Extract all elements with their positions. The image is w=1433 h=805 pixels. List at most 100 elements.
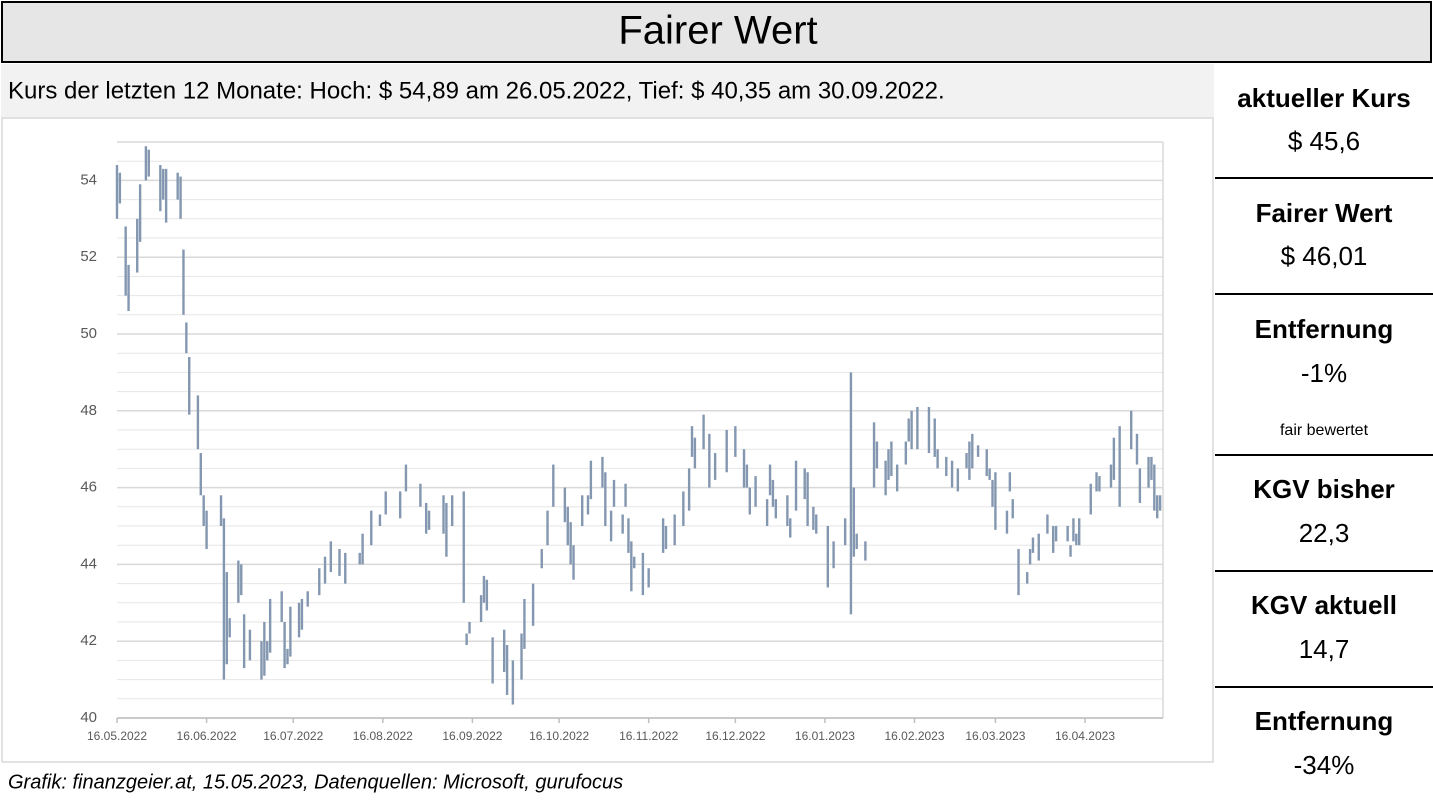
hilo-bar	[887, 449, 890, 480]
hilo-bar	[1054, 526, 1058, 542]
hilo-bar	[927, 406, 931, 454]
hilo-bar	[872, 422, 876, 488]
y-tick-label: 46	[80, 479, 97, 496]
hilo-bar	[985, 449, 988, 477]
hilo-bar	[384, 491, 387, 515]
hilo-bar	[806, 472, 809, 526]
x-tick-label: 16.02.2023	[884, 729, 944, 743]
hilo-bar	[971, 433, 974, 469]
hilo-bar	[1112, 437, 1116, 480]
hilo-bar	[147, 149, 150, 177]
hilo-bar	[734, 426, 737, 457]
hilo-bar	[789, 518, 792, 538]
hilo-bar	[826, 526, 830, 588]
hilo-bar	[994, 472, 997, 530]
hilo-bar	[361, 533, 364, 565]
x-tick-label: 16.01.2023	[795, 729, 855, 743]
hilo-bar	[552, 464, 555, 507]
x-tick-label: 16.12.2022	[705, 729, 765, 743]
hilo-bar	[1066, 526, 1069, 542]
hilo-bar	[1158, 495, 1162, 511]
hilo-bar	[531, 583, 535, 626]
hilo-bar	[708, 433, 711, 488]
hilo-bar	[370, 510, 373, 546]
hilo-bar	[661, 518, 665, 553]
hilo-bar	[910, 410, 913, 450]
y-tick-label: 48	[80, 402, 97, 419]
hilo-bar	[404, 464, 408, 492]
hilo-bar	[260, 641, 263, 680]
hilo-bar	[1147, 456, 1150, 488]
hilo-bar	[1069, 545, 1072, 557]
hilo-bar	[468, 622, 471, 634]
hilo-bar	[237, 560, 240, 603]
hilo-bar	[159, 165, 162, 212]
title-box	[1, 1, 1432, 63]
hilo-bar	[612, 479, 616, 507]
hilo-bar	[682, 491, 685, 526]
hilo-bar	[745, 464, 749, 488]
hilo-bar	[225, 572, 229, 665]
hilo-bar	[450, 495, 454, 526]
hilo-bar	[196, 395, 200, 450]
hilo-bar	[162, 168, 165, 200]
hilo-bar	[687, 468, 691, 511]
hilo-bar	[815, 514, 818, 534]
hilo-bar	[540, 549, 543, 569]
hilo-bar	[895, 464, 899, 492]
hilo-bar	[950, 460, 954, 488]
hilo-bar	[765, 499, 769, 526]
hilo-bar	[843, 518, 847, 546]
hilo-bar	[283, 622, 286, 669]
hilo-bar	[786, 495, 789, 526]
hilo-bar	[702, 414, 705, 450]
hilo-bar	[855, 533, 858, 550]
hilo-bar	[1037, 533, 1040, 561]
y-tick-label: 44	[80, 555, 97, 572]
figure-label: Entfernung	[1255, 706, 1394, 736]
hilo-bar	[338, 549, 341, 576]
hilo-bar	[633, 556, 636, 569]
plot-area: 40 42 44 46 48 50 52 54 16.05.2022 16.06.2022 16.0…	[80, 141, 1164, 743]
figure-value: -34%	[1294, 750, 1355, 780]
hilo-bar	[205, 510, 208, 550]
hilo-bar	[1135, 433, 1139, 465]
x-tick-label: 16.09.2022	[442, 729, 502, 743]
hilo-bar	[627, 518, 630, 553]
figure-label: KGV aktuell	[1251, 590, 1397, 620]
hilo-bar	[482, 575, 486, 603]
hilo-bar	[771, 479, 775, 507]
hilo-bar	[185, 322, 188, 354]
x-tick-label: 16.05.2022	[87, 729, 147, 743]
hilo-bar	[523, 598, 526, 649]
hilo-bar	[774, 499, 778, 519]
hilo-bar	[754, 476, 757, 507]
hilo-bar	[936, 449, 939, 469]
hilo-bar	[566, 506, 569, 546]
hilo-bar	[115, 165, 119, 219]
chart-frame	[1, 117, 1214, 763]
hilo-bar	[768, 464, 772, 496]
hilo-bar	[713, 453, 717, 480]
hilo-bar	[297, 602, 301, 638]
hilo-bar	[424, 502, 428, 534]
hilo-bar	[907, 418, 910, 442]
hilo-bar	[569, 522, 572, 565]
hilo-bar	[462, 491, 465, 603]
hilo-bar	[505, 645, 509, 695]
hilo-bar	[1138, 468, 1142, 503]
hilo-bar	[1078, 518, 1081, 546]
hilo-bar	[1150, 456, 1153, 480]
hilo-bar	[1005, 510, 1009, 534]
figure-value: $ 46,01	[1281, 241, 1368, 271]
hilo-bar	[647, 568, 650, 588]
x-tick-label: 16.06.2022	[177, 729, 237, 743]
hilo-bar	[976, 445, 980, 457]
hilo-bar	[378, 514, 382, 526]
hilo-bar	[1011, 499, 1014, 519]
x-tick-label: 16.03.2023	[965, 729, 1025, 743]
hilo-bar	[199, 453, 202, 496]
hilo-bar	[693, 437, 697, 469]
hilo-bar	[1130, 410, 1133, 450]
